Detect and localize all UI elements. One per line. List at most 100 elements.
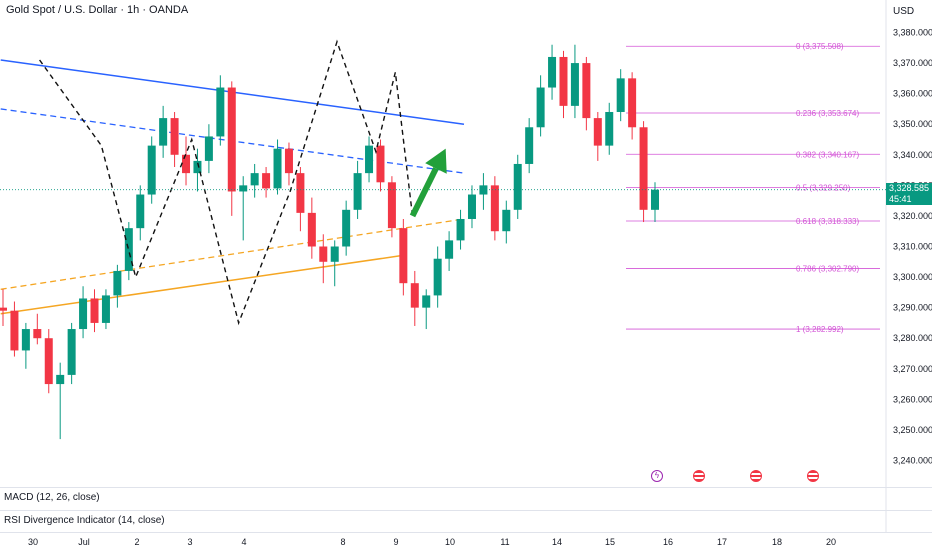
candle (582, 63, 591, 119)
flash-event-icon[interactable]: ϟ (651, 470, 663, 482)
candle (262, 173, 271, 189)
candle (445, 240, 454, 259)
x-tick-label: 8 (340, 537, 345, 547)
pane-separator[interactable] (0, 510, 932, 511)
x-tick-label: 20 (826, 537, 836, 547)
last-price-tag: 3,328.585 45:41 (886, 183, 932, 205)
candle (21, 329, 30, 351)
y-tick-label: 3,340.000 (893, 150, 932, 160)
x-tick-label: 15 (605, 537, 615, 547)
fib-level-label: 0.5 (3,329.250) (796, 184, 851, 193)
us-flag-event-icon[interactable] (750, 470, 762, 482)
orange_solid-trendline (0, 254, 402, 315)
x-tick-label: 4 (241, 537, 246, 547)
candle (56, 374, 65, 385)
candle (513, 163, 522, 210)
candle (353, 173, 362, 210)
candle (193, 160, 202, 174)
y-tick-label: 3,270.000 (893, 364, 932, 374)
x-tick-label: 14 (552, 537, 562, 547)
y-tick-label: 3,350.000 (893, 119, 932, 129)
x-tick-label: 30 (28, 537, 38, 547)
x-tick-label: 3 (187, 537, 192, 547)
candle (296, 173, 305, 213)
candle (113, 270, 122, 296)
time-axis-border (0, 532, 932, 533)
candle (250, 173, 259, 186)
candle (227, 87, 236, 192)
candle (101, 295, 110, 323)
candle (548, 56, 557, 88)
y-tick-label: 3,310.000 (893, 242, 932, 252)
candle (273, 148, 282, 189)
y-tick-label: 3,290.000 (893, 303, 932, 313)
candle (467, 194, 476, 219)
candle (10, 310, 19, 351)
swing-wave-path (39, 39, 414, 326)
y-tick-label: 3,370.000 (893, 58, 932, 68)
macd-label[interactable]: MACD (12, 26, close) (4, 492, 100, 503)
y-tick-label: 3,250.000 (893, 425, 932, 435)
candle (342, 209, 351, 247)
candle (525, 127, 534, 164)
candle (536, 87, 545, 128)
candle (456, 218, 465, 241)
candle (387, 182, 396, 229)
bar-countdown: 45:41 (889, 194, 912, 204)
candle (593, 118, 602, 146)
candle (44, 338, 53, 385)
rsi-label[interactable]: RSI Divergence Indicator (14, close) (4, 515, 165, 526)
pane-separator[interactable] (0, 487, 932, 488)
candle (319, 246, 328, 262)
x-tick-label: 9 (393, 537, 398, 547)
candle (399, 228, 408, 284)
y-tick-label: 3,280.000 (893, 333, 932, 343)
candle (136, 194, 145, 229)
candle (605, 111, 614, 146)
candle (79, 298, 88, 330)
fib-level-label: 0.786 (3,302.790) (796, 265, 859, 274)
y-tick-label: 3,320.000 (893, 211, 932, 221)
last-price: 3,328.585 (889, 183, 930, 193)
x-tick-label: 11 (500, 537, 509, 547)
chart-title[interactable]: Gold Spot / U.S. Dollar · 1h · OANDA (6, 4, 189, 16)
candle (284, 148, 293, 174)
x-tick-label: 10 (445, 537, 455, 547)
fib-level-label: 0.618 (3,318.333) (796, 217, 859, 226)
projection-arrow-shaft (409, 167, 439, 218)
orange_dashed-trendline (0, 218, 465, 290)
fib-level-label: 0.236 (3,353.674) (796, 109, 859, 118)
candle (307, 212, 316, 247)
y-tick-label: 3,240.000 (893, 456, 932, 466)
candle (67, 329, 76, 375)
y-tick-label: 3,360.000 (893, 89, 932, 99)
candle (433, 258, 442, 296)
candle (170, 118, 179, 155)
y-tick-label: 3,380.000 (893, 28, 932, 38)
us-flag-event-icon[interactable] (807, 470, 819, 482)
fib-level-label: 0.382 (3,340.167) (796, 150, 859, 159)
candle (570, 63, 579, 106)
candle (330, 246, 339, 262)
candle (422, 295, 431, 308)
candle (616, 78, 625, 112)
fib-level-label: 1 (3,282.992) (796, 325, 844, 334)
us-flag-event-icon[interactable] (693, 470, 705, 482)
candle (33, 329, 42, 339)
currency-label[interactable]: USD (893, 6, 915, 17)
candle (0, 307, 7, 311)
candle (204, 136, 213, 161)
candle (147, 145, 156, 195)
x-tick-label: 17 (717, 537, 727, 547)
candle (365, 145, 374, 174)
candle (239, 185, 248, 192)
candle (90, 298, 99, 323)
fib-level-label: 0 (3,375.508) (796, 42, 844, 51)
y-tick-label: 3,300.000 (893, 272, 932, 282)
candle (376, 145, 385, 183)
candle (628, 78, 637, 128)
candle (651, 189, 659, 210)
candle (559, 56, 568, 106)
